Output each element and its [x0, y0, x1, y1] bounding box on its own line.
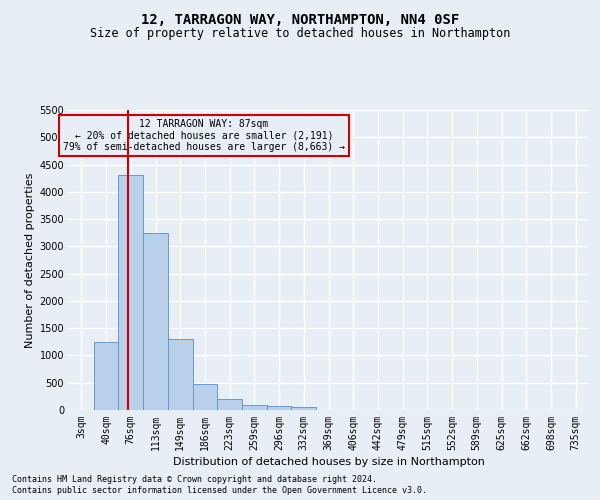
Text: 12 TARRAGON WAY: 87sqm
← 20% of detached houses are smaller (2,191)
79% of semi-: 12 TARRAGON WAY: 87sqm ← 20% of detached… — [63, 119, 345, 152]
Text: Contains HM Land Registry data © Crown copyright and database right 2024.: Contains HM Land Registry data © Crown c… — [12, 475, 377, 484]
Bar — [217, 399, 242, 410]
Text: Size of property relative to detached houses in Northampton: Size of property relative to detached ho… — [90, 28, 510, 40]
Text: 12, TARRAGON WAY, NORTHAMPTON, NN4 0SF: 12, TARRAGON WAY, NORTHAMPTON, NN4 0SF — [141, 12, 459, 26]
Y-axis label: Number of detached properties: Number of detached properties — [25, 172, 35, 348]
Bar — [118, 176, 143, 410]
Text: Contains public sector information licensed under the Open Government Licence v3: Contains public sector information licen… — [12, 486, 427, 495]
Bar — [94, 342, 118, 410]
X-axis label: Distribution of detached houses by size in Northampton: Distribution of detached houses by size … — [173, 457, 484, 467]
Bar — [193, 384, 217, 410]
Bar — [292, 407, 316, 410]
Bar — [242, 404, 267, 410]
Bar — [168, 339, 193, 410]
Bar — [267, 406, 292, 410]
Bar — [143, 232, 168, 410]
